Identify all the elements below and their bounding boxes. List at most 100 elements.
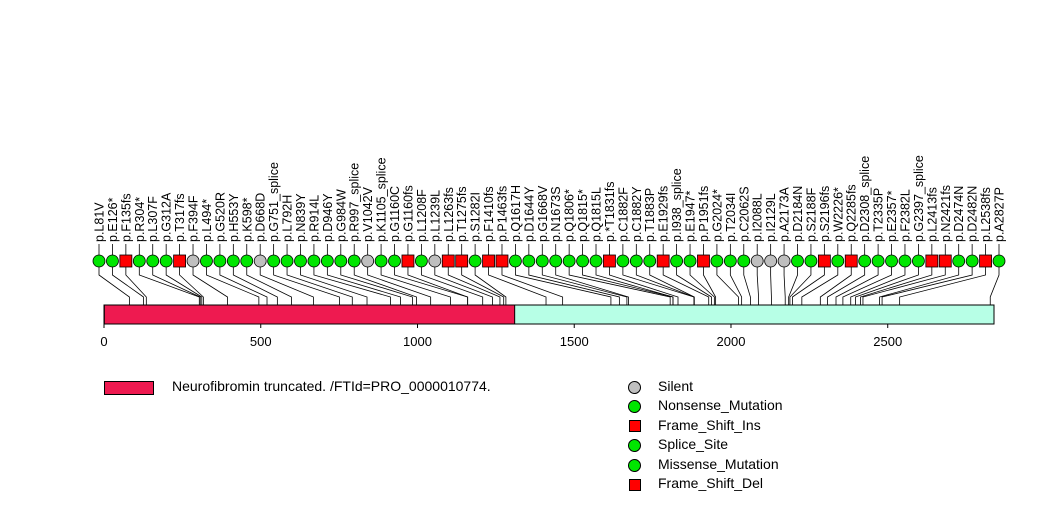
connector-line [703,267,717,305]
mutation-label: p.C1882F [616,187,630,242]
mutation-label: p.G520R [213,192,227,242]
connector-line [788,267,798,305]
mutation-marker-circle [804,254,818,268]
mutation-label: p.R304* [133,197,147,242]
connector-line [729,267,743,305]
mutation-marker-circle [885,254,898,268]
mutation-label: p.A2827P [993,187,1007,242]
mutation-marker-circle [710,254,724,268]
connector-line [716,267,739,305]
mutation-marker-circle [388,254,401,268]
mutation-marker-circle [871,254,885,268]
mutation-label: p.K1105_splice [375,157,389,242]
mutation-label: p.L1263fs [442,187,456,242]
mutation-marker-circle [535,254,549,268]
connector-line [842,267,892,305]
mutation-label: p.Q1815L [590,187,604,242]
mutation-label: p.H553Y [227,193,241,242]
connector-line [98,267,130,305]
mutation-label: p.N2421fs [939,185,953,242]
mutation-marker-square [482,254,495,268]
mutation-label: p.T2335P [872,188,886,242]
connector-line [568,267,671,305]
mutation-label: p.T1275fs [455,186,469,242]
mutation-marker-circle [186,254,200,268]
mutation-marker-circle [106,254,119,268]
connector-line [179,267,204,305]
mutation-marker-circle [549,254,563,268]
mutation-marker-circle [522,254,536,268]
mutation-marker-circle [764,254,778,268]
connector-line [300,267,368,305]
mutation-marker-circle [683,254,697,268]
legend-circle-icon [628,458,641,472]
connector-line [689,267,715,305]
mutation-marker-circle [898,254,912,268]
mutation-label: p.N839Y [294,193,308,242]
axis-tick-label: 1500 [560,334,589,349]
mutation-label: p.D1644Y [522,186,536,242]
mutation-marker-circle [912,254,925,268]
connector-line [792,267,825,305]
domain-legend-label: Neurofibromin truncated. /FTId=PRO_00000… [172,378,491,394]
legend-label: Splice_Site [658,436,729,453]
mutation-marker-circle [132,254,146,268]
connector-line [420,267,484,305]
legend-circle-icon [628,381,641,394]
mutation-marker-square [938,254,952,268]
mutation-marker-square [925,254,939,268]
connector-line [555,267,629,305]
mutation-marker-circle [952,254,966,268]
connector-line [326,267,401,305]
position-axis: 0 500 1000 1500 2000 2500 [100,324,902,349]
mutation-marker-circle [307,254,321,268]
mutation-label: p.S2188F [804,187,818,242]
domain-legend-swatch [104,381,154,395]
mutation-marker-circle [240,254,254,268]
legend-label: Frame_Shift_Del [658,475,764,491]
mutation-label: p.L1239L [428,190,442,242]
connector-lines [98,244,1000,305]
mutation-marker-circle [576,254,589,268]
connector-line [367,267,432,305]
mutation-label: p.G2024* [710,189,724,242]
mutation-markers [92,254,1006,268]
mutation-marker-circle [468,254,482,268]
connector-line [461,267,505,305]
connector-line [819,267,852,305]
mutation-marker-circle [831,254,845,268]
mutation-marker-circle [737,254,751,268]
mutation-marker-circle [334,254,348,268]
connector-line [112,267,144,305]
mutation-label: p.L81V [93,202,107,242]
axis-tick-label: 0 [100,334,107,349]
mutation-label: p.E1947* [684,190,698,242]
mutation-marker-circle [589,254,603,268]
legend-label: Missense_Mutation [658,455,779,472]
mutation-marker-circle [374,254,388,268]
mutation-marker-circle [791,254,804,268]
mutation-marker-circle [347,254,361,268]
connector-line [273,267,340,305]
mutation-marker-square [979,254,992,268]
mutation-label: p.C2062S [737,186,751,242]
mutation-marker-circle [226,254,240,268]
legend-circle-icon [628,400,641,414]
mutation-label: p.G984W [334,189,348,242]
mutation-label: p.L1208F [415,189,429,242]
mutation-label: p.A2173A [778,186,792,242]
connector-line [879,267,960,305]
connector-line [528,267,620,305]
mutation-marker-circle [267,254,281,268]
connector-line [989,267,1000,305]
mutation-label: p.T2034I [724,193,738,242]
mutation-marker-square [119,254,133,268]
mutation-marker-circle [723,254,737,268]
mutation-marker-circle [858,254,872,268]
connector-line [649,267,695,305]
mutation-marker-circle [200,254,213,268]
mutation-label: p.G1668V [536,185,550,242]
connector-line [501,267,564,305]
axis-tick-label: 2000 [717,334,746,349]
mutation-label: p.E1929fs [657,186,671,242]
